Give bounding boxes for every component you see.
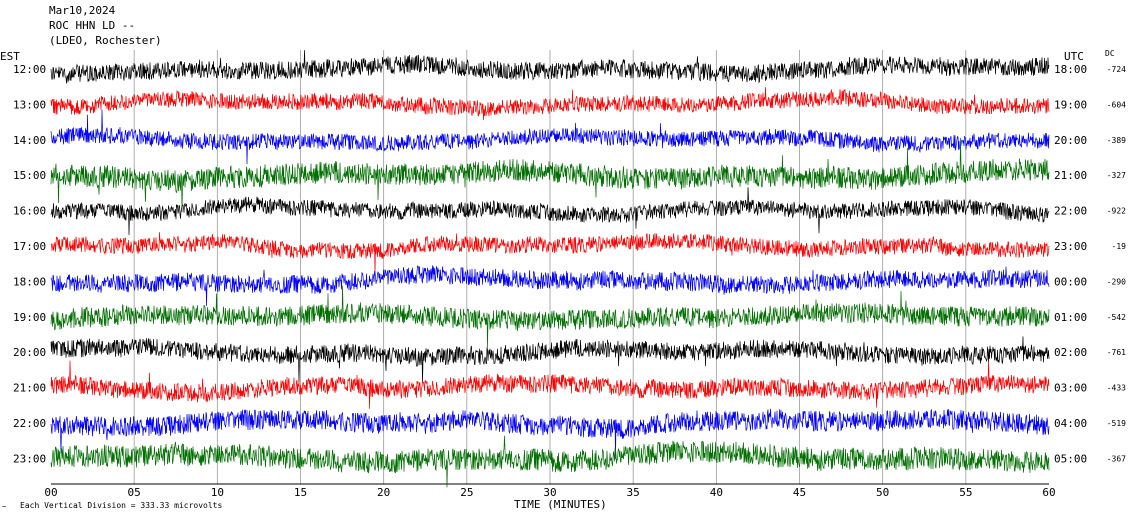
- dc-offset-label: -327: [1107, 171, 1126, 180]
- trace-group: [50, 50, 1050, 488]
- x-tick-label: 25: [460, 486, 473, 499]
- utc-hour-label: 22:00: [1054, 205, 1087, 218]
- x-tick-label: 00: [44, 486, 57, 499]
- scale-note: Each Vertical Division = 333.33 microvol…: [20, 501, 222, 510]
- dc-offset-labels: -724 -604 -389 -327 -922 -19 -290 -542 -761 -433 -…: [1107, 65, 1126, 463]
- trace-1600: [50, 187, 1050, 236]
- x-tick-label: 40: [710, 486, 723, 499]
- dc-offset-label: -367: [1107, 454, 1126, 463]
- utc-hour-label: 02:00: [1054, 346, 1087, 359]
- x-tick-label: 10: [211, 486, 224, 499]
- utc-hour-label: 20:00: [1054, 134, 1087, 147]
- est-hour-label: 19:00: [13, 311, 46, 324]
- dc-offset-label: -604: [1107, 100, 1126, 109]
- utc-hour-label: 01:00: [1054, 311, 1087, 324]
- est-hour-label: 16:00: [13, 205, 46, 218]
- x-tick-labels: 00 05 10 15 20 25 30 35 40 45 50 55 60: [44, 486, 1055, 499]
- utc-hour-label: 21:00: [1054, 169, 1087, 182]
- trace-2000: [50, 336, 1050, 383]
- network-label: (LDEO, Rochester): [49, 34, 162, 47]
- x-tick-label: 35: [627, 486, 640, 499]
- est-hour-label: 12:00: [13, 63, 46, 76]
- x-tick-label: 05: [128, 486, 141, 499]
- x-tick-label: 55: [959, 486, 972, 499]
- utc-hour-label: 00:00: [1054, 275, 1087, 288]
- trace-1700: [50, 232, 1050, 276]
- est-hour-label: 21:00: [13, 382, 46, 395]
- est-hour-label: 15:00: [13, 169, 46, 182]
- trace-1800: [50, 264, 1050, 307]
- x-axis-title: TIME (MINUTES): [514, 498, 607, 511]
- utc-hour-label: 18:00: [1054, 63, 1087, 76]
- dc-offset-label: -542: [1107, 313, 1126, 322]
- x-tick-label: 20: [377, 486, 390, 499]
- x-tick-label: 15: [294, 486, 307, 499]
- dc-header-label: DC: [1105, 49, 1115, 58]
- trace-2200: [50, 408, 1050, 460]
- trace-1900: [50, 285, 1050, 348]
- x-tick-label: 45: [793, 486, 806, 499]
- dc-offset-label: -290: [1107, 277, 1126, 286]
- est-hour-label: 22:00: [13, 417, 46, 430]
- dc-offset-label: -724: [1107, 65, 1126, 74]
- est-hour-label: 17:00: [13, 240, 46, 253]
- trace-1200: [50, 50, 1050, 84]
- est-hour-label: 14:00: [13, 134, 46, 147]
- est-hour-label: 20:00: [13, 346, 46, 359]
- trace-1400: [50, 109, 1050, 165]
- utc-axis-label: UTC: [1064, 50, 1084, 63]
- utc-hour-label: 23:00: [1054, 240, 1087, 253]
- utc-hour-label: 19:00: [1054, 98, 1087, 111]
- est-hour-label: 13:00: [13, 98, 46, 111]
- dc-offset-label: -389: [1107, 136, 1126, 145]
- utc-hour-labels: 18:00 19:00 20:00 21:00 22:00 23:00 00:00 01:00…: [1054, 63, 1087, 465]
- trace-1300: [50, 87, 1050, 121]
- utc-hour-label: 04:00: [1054, 417, 1087, 430]
- est-hour-label: 18:00: [13, 275, 46, 288]
- station-label: ROC HHN LD --: [49, 19, 136, 32]
- est-axis-label: EST: [0, 50, 20, 63]
- dc-offset-label: -19: [1112, 242, 1127, 251]
- x-tick-label: 30: [543, 486, 556, 499]
- dc-offset-label: -519: [1107, 419, 1126, 428]
- est-hour-labels: 12:00 13:00 14:00 15:00 16:00 17:00 18:00 19:00…: [13, 63, 46, 465]
- dc-offset-label: -922: [1107, 207, 1126, 216]
- scale-mark: ~: [2, 503, 6, 511]
- grid-lines: [51, 50, 1049, 485]
- trace-2100: [50, 360, 1050, 409]
- dc-offset-label: -433: [1107, 384, 1126, 393]
- utc-hour-label: 05:00: [1054, 452, 1087, 465]
- trace-1500: [50, 137, 1050, 213]
- utc-hour-label: 03:00: [1054, 382, 1087, 395]
- x-tick-label: 60: [1042, 486, 1055, 499]
- dc-offset-label: -761: [1107, 348, 1126, 357]
- est-hour-label: 23:00: [13, 452, 46, 465]
- date-label: Mar10,2024: [49, 4, 116, 17]
- trace-2300: [50, 435, 1050, 488]
- x-tick-label: 50: [876, 486, 889, 499]
